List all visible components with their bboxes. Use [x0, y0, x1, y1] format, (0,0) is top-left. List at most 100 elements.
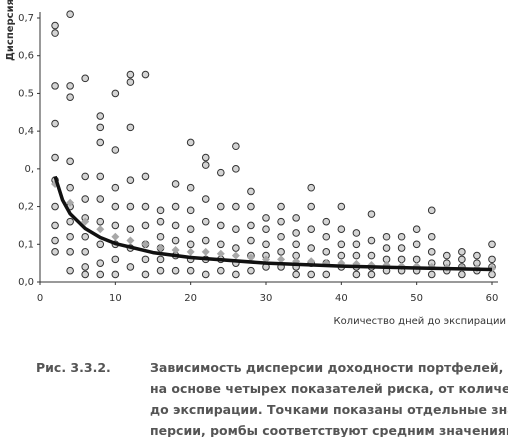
data-point	[488, 240, 496, 249]
data-point	[307, 244, 316, 252]
data-point	[81, 195, 89, 203]
y-tick-label: 0,4	[18, 126, 34, 137]
data-point	[217, 266, 225, 275]
mean-diamond	[81, 217, 90, 226]
data-point	[126, 225, 135, 233]
data-point	[66, 93, 74, 101]
data-point	[66, 248, 74, 256]
data-point	[51, 248, 59, 256]
mean-diamond	[216, 249, 225, 258]
data-point	[81, 172, 89, 181]
data-point	[367, 210, 376, 218]
data-point	[322, 232, 331, 241]
data-point	[186, 225, 195, 233]
data-point	[412, 240, 421, 249]
data-point	[111, 183, 120, 192]
y-axis-label: Дисперсия	[5, 0, 16, 61]
mean-diamond	[246, 253, 255, 262]
data-point	[66, 232, 74, 241]
data-point	[232, 142, 240, 151]
data-point	[111, 146, 120, 154]
data-point	[141, 202, 150, 211]
caption-number: Рис. 3.3.2.	[36, 360, 111, 375]
data-point	[66, 266, 74, 275]
data-point	[277, 202, 285, 211]
data-point	[126, 202, 135, 211]
data-point	[81, 263, 89, 271]
data-point	[111, 89, 120, 98]
data-point	[247, 187, 255, 196]
data-point	[232, 270, 240, 279]
mean-diamond	[171, 245, 180, 254]
data-point	[201, 161, 210, 169]
caption-line: на основе четырех показателей риска, от …	[150, 381, 508, 396]
data-point	[111, 270, 120, 279]
data-point	[96, 123, 105, 132]
x-tick-label: 50	[410, 293, 423, 304]
data-point	[217, 240, 225, 249]
data-point	[141, 221, 150, 230]
data-point	[458, 255, 466, 264]
data-point	[217, 221, 225, 230]
data-point	[232, 244, 240, 252]
data-point	[277, 232, 285, 241]
data-point	[51, 153, 59, 162]
data-point	[382, 244, 391, 252]
data-point	[66, 82, 74, 90]
data-point	[141, 255, 150, 264]
data-point	[96, 138, 105, 147]
data-point	[171, 236, 180, 245]
data-point	[171, 202, 180, 211]
data-point	[96, 112, 105, 120]
y-tick-label: 0,0	[18, 277, 34, 288]
x-tick-label: 20	[184, 293, 197, 304]
data-point	[262, 240, 270, 249]
data-point	[186, 138, 195, 147]
data-point	[488, 255, 496, 264]
data-point	[96, 217, 105, 226]
data-point	[367, 236, 376, 245]
data-point	[292, 214, 300, 222]
data-point	[126, 78, 135, 86]
data-point	[96, 240, 105, 249]
data-point	[201, 195, 210, 203]
data-point	[156, 266, 165, 275]
data-point	[126, 70, 135, 79]
data-point	[81, 248, 89, 256]
y-tick-label: 0,	[24, 164, 34, 175]
data-point	[111, 202, 120, 211]
mean-diamond	[111, 232, 120, 241]
data-point	[81, 74, 89, 83]
data-point	[292, 229, 300, 237]
data-point	[352, 240, 361, 249]
data-point	[186, 183, 195, 192]
data-point	[66, 10, 74, 19]
data-point	[126, 176, 135, 184]
x-tick-label: 0	[37, 293, 43, 304]
data-point	[156, 217, 165, 226]
data-point	[51, 221, 59, 230]
data-point	[96, 270, 105, 279]
data-point	[171, 180, 180, 188]
data-point	[262, 214, 270, 222]
data-point	[262, 225, 270, 233]
data-point	[443, 251, 451, 260]
data-point	[156, 206, 165, 215]
x-axis-label: Количество дней до экспирации	[333, 316, 506, 327]
data-point	[427, 206, 436, 215]
data-point	[51, 202, 59, 211]
data-point	[322, 270, 331, 279]
mean-diamond	[141, 240, 150, 249]
data-point	[66, 183, 74, 192]
y-tick-label: 0,6	[18, 51, 34, 62]
data-point	[141, 172, 150, 181]
caption-line: персии, ромбы соответствуют средним знач…	[150, 423, 508, 437]
mean-diamond	[156, 244, 165, 253]
data-point	[186, 240, 195, 249]
data-point	[307, 202, 316, 211]
x-tick-label: 30	[260, 293, 273, 304]
data-point	[51, 21, 59, 30]
data-point	[141, 70, 150, 79]
data-point	[81, 232, 89, 241]
